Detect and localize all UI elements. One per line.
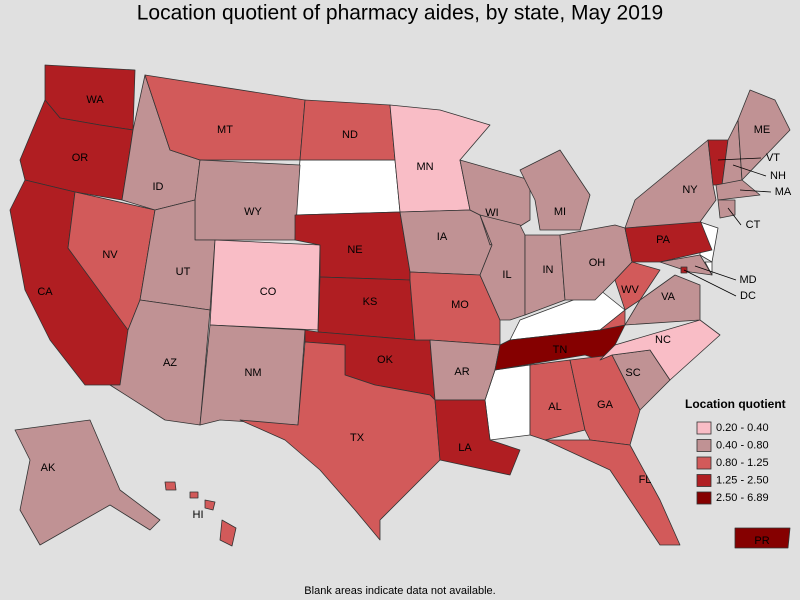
- state: [519, 149, 591, 231]
- state-label: DC: [740, 290, 756, 302]
- state-label: MI: [554, 206, 566, 218]
- state: [659, 254, 713, 276]
- legend-label: 0.80 - 1.25: [716, 457, 769, 469]
- state: [529, 359, 586, 441]
- state: [599, 261, 661, 331]
- leader-line: [694, 265, 737, 281]
- state-label: AL: [548, 401, 561, 413]
- state-label: VT: [766, 152, 780, 164]
- state-label: ME: [754, 124, 771, 136]
- state-label: UT: [176, 266, 191, 278]
- state-label: MA: [775, 186, 792, 198]
- leader-line: [683, 269, 737, 297]
- state: [204, 499, 216, 511]
- state-label: WI: [485, 207, 498, 219]
- legend-label: 0.20 - 0.40: [716, 422, 769, 434]
- footnote: Blank areas indicate data not available.: [304, 585, 495, 597]
- state-label: WY: [244, 206, 262, 218]
- state: [164, 481, 177, 491]
- state-label: HI: [193, 509, 204, 521]
- state: [219, 519, 237, 547]
- state-label: NY: [682, 184, 698, 196]
- state-label: WV: [621, 284, 639, 296]
- state-label: ID: [153, 181, 164, 193]
- state-label: IN: [543, 264, 554, 276]
- state: [599, 319, 721, 381]
- state-label: IA: [437, 231, 448, 243]
- state-label: SC: [625, 367, 640, 379]
- legend-label: 1.25 - 2.50: [716, 474, 769, 486]
- state-label: MD: [739, 274, 756, 286]
- state-label: PA: [656, 234, 671, 246]
- state: [14, 419, 161, 546]
- state-label: KS: [363, 296, 378, 308]
- state-label: CO: [260, 286, 277, 298]
- state: [434, 399, 521, 476]
- states: [9, 64, 791, 549]
- state-label: NV: [102, 249, 118, 261]
- leader-line: [717, 157, 762, 161]
- state-label: TN: [553, 344, 568, 356]
- state-labels: WA OR CA NV ID MT WY UT AZ CO NM ND NE KS OK TX MN IA MO AR…: [37, 94, 792, 547]
- state-label: PR: [754, 535, 769, 547]
- state-label: GA: [597, 399, 614, 411]
- state-label: FL: [639, 474, 652, 486]
- state-label: OR: [72, 152, 89, 164]
- state-label: OH: [589, 257, 606, 269]
- state-label: IL: [502, 269, 511, 281]
- state-label: LA: [458, 442, 472, 454]
- state-label: NE: [347, 244, 362, 256]
- state: [239, 341, 441, 541]
- state: [717, 199, 736, 219]
- leader-line: [739, 189, 772, 193]
- legend: Location quotient 0.20 - 0.40 0.40 - 0.80…: [685, 397, 786, 505]
- state-label: VA: [661, 291, 676, 303]
- state-label: AZ: [163, 357, 177, 369]
- legend-label: 0.40 - 0.80: [716, 439, 769, 451]
- map-title: Location quotient of pharmacy aides, by …: [137, 2, 664, 25]
- state: [544, 439, 681, 546]
- state: [194, 159, 301, 241]
- leader-line: [732, 164, 767, 177]
- state: [429, 339, 501, 401]
- state: [109, 299, 211, 426]
- state-label: MN: [416, 161, 433, 173]
- state-label: MO: [451, 299, 469, 311]
- legend-title: Location quotient: [685, 397, 786, 411]
- state: [189, 491, 199, 499]
- state: [624, 274, 701, 326]
- legend-label: 2.50 - 6.89: [716, 492, 769, 504]
- state-label: ND: [342, 129, 358, 141]
- legend-swatch: [696, 474, 712, 487]
- state: [734, 527, 791, 549]
- state-label: AK: [41, 462, 56, 474]
- blank-state: [294, 159, 401, 216]
- state-label: NM: [244, 367, 261, 379]
- state-label: MT: [217, 124, 233, 136]
- state: [715, 179, 761, 201]
- state-label: CT: [746, 219, 761, 231]
- state-label: AR: [454, 366, 469, 378]
- leader-line: [727, 207, 742, 226]
- legend-swatch: [696, 439, 712, 452]
- legend-swatch: [696, 421, 712, 435]
- state: [317, 276, 416, 341]
- legend-swatch: [696, 491, 712, 505]
- legend-swatch: [696, 456, 712, 470]
- state: [737, 89, 791, 181]
- state-label: WA: [86, 94, 104, 106]
- state-label: TX: [350, 432, 365, 444]
- state-label: NH: [770, 170, 786, 182]
- state-label: CA: [37, 286, 53, 298]
- state-label: NC: [655, 334, 671, 346]
- state-label: OK: [377, 354, 394, 366]
- state: [479, 214, 526, 321]
